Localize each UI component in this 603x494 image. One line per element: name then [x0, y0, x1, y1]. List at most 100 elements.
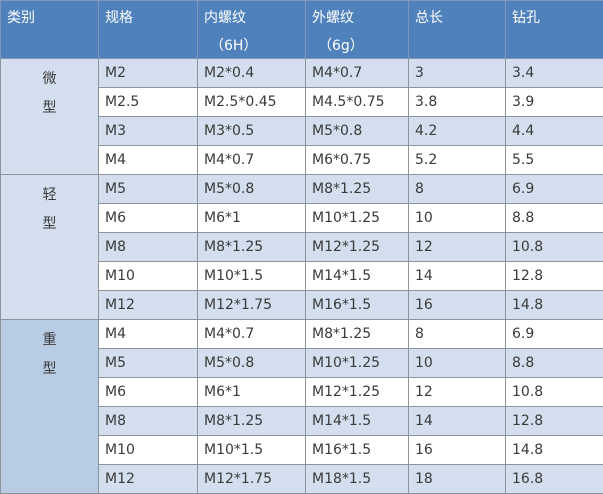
spec-cell: M10 [99, 262, 198, 291]
spec-cell: M4 [99, 146, 198, 175]
spec-cell: M8 [99, 233, 198, 262]
external-thread-cell: M8*1.25 [306, 175, 409, 204]
drill-cell: 6.9 [506, 175, 603, 204]
header-internal-label: 内螺纹 [204, 10, 246, 26]
internal-thread-cell: M10*1.5 [198, 436, 306, 465]
header-external-sub: （6g） [312, 35, 408, 55]
drill-cell: 8.8 [506, 204, 603, 233]
header-row: 类别 规格 内螺纹 （6H） 外螺纹 （6g） 总长 钻孔 [1, 1, 603, 59]
internal-thread-cell: M5*0.8 [198, 175, 306, 204]
drill-cell: 14.8 [506, 291, 603, 320]
external-thread-cell: M18*1.5 [306, 465, 409, 494]
external-thread-cell: M6*0.75 [306, 146, 409, 175]
length-cell: 12 [409, 233, 506, 262]
length-cell: 3.8 [409, 88, 506, 117]
external-thread-cell: M4.5*0.75 [306, 88, 409, 117]
internal-thread-cell: M2.5*0.45 [198, 88, 306, 117]
length-cell: 5.2 [409, 146, 506, 175]
header-drill: 钻孔 [506, 1, 603, 59]
category-cell: 微型 [1, 59, 99, 175]
length-cell: 4.2 [409, 117, 506, 146]
category-char: 微 [1, 65, 98, 94]
drill-cell: 14.8 [506, 436, 603, 465]
length-cell: 3 [409, 59, 506, 88]
length-cell: 8 [409, 320, 506, 349]
spec-cell: M12 [99, 291, 198, 320]
category-cell: 重型 [1, 320, 99, 494]
external-thread-cell: M16*1.5 [306, 436, 409, 465]
internal-thread-cell: M8*1.25 [198, 407, 306, 436]
spec-cell: M4 [99, 320, 198, 349]
length-cell: 18 [409, 465, 506, 494]
drill-cell: 4.4 [506, 117, 603, 146]
spec-cell: M5 [99, 349, 198, 378]
internal-thread-cell: M10*1.5 [198, 262, 306, 291]
internal-thread-cell: M12*1.75 [198, 465, 306, 494]
spec-cell: M3 [99, 117, 198, 146]
external-thread-cell: M5*0.8 [306, 117, 409, 146]
length-cell: 16 [409, 436, 506, 465]
internal-thread-cell: M12*1.75 [198, 291, 306, 320]
external-thread-cell: M10*1.25 [306, 204, 409, 233]
internal-thread-cell: M8*1.25 [198, 233, 306, 262]
header-internal-thread: 内螺纹 （6H） [198, 1, 306, 59]
drill-cell: 16.8 [506, 465, 603, 494]
external-thread-cell: M12*1.25 [306, 233, 409, 262]
spec-cell: M8 [99, 407, 198, 436]
category-char: 型 [1, 94, 98, 123]
spec-cell: M10 [99, 436, 198, 465]
header-external-label: 外螺纹 [312, 10, 354, 26]
spec-cell: M6 [99, 378, 198, 407]
drill-cell: 3.9 [506, 88, 603, 117]
internal-thread-cell: M6*1 [198, 204, 306, 233]
category-char: 型 [1, 210, 98, 239]
length-cell: 10 [409, 204, 506, 233]
header-external-thread: 外螺纹 （6g） [306, 1, 409, 59]
external-thread-cell: M12*1.25 [306, 378, 409, 407]
external-thread-cell: M14*1.5 [306, 262, 409, 291]
drill-cell: 10.8 [506, 233, 603, 262]
internal-thread-cell: M2*0.4 [198, 59, 306, 88]
drill-cell: 12.8 [506, 262, 603, 291]
internal-thread-cell: M3*0.5 [198, 117, 306, 146]
header-length: 总长 [409, 1, 506, 59]
internal-thread-cell: M6*1 [198, 378, 306, 407]
length-cell: 10 [409, 349, 506, 378]
header-category: 类别 [1, 1, 99, 59]
category-cell: 轻型 [1, 175, 99, 320]
external-thread-cell: M14*1.5 [306, 407, 409, 436]
drill-cell: 10.8 [506, 378, 603, 407]
length-cell: 16 [409, 291, 506, 320]
length-cell: 14 [409, 407, 506, 436]
internal-thread-cell: M4*0.7 [198, 146, 306, 175]
external-thread-cell: M4*0.7 [306, 59, 409, 88]
drill-cell: 5.5 [506, 146, 603, 175]
spec-cell: M6 [99, 204, 198, 233]
drill-cell: 8.8 [506, 349, 603, 378]
drill-cell: 3.4 [506, 59, 603, 88]
category-char: 重 [1, 326, 98, 355]
header-internal-sub: （6H） [204, 35, 305, 55]
spec-cell: M2.5 [99, 88, 198, 117]
category-char: 轻 [1, 181, 98, 210]
external-thread-cell: M10*1.25 [306, 349, 409, 378]
spec-cell: M12 [99, 465, 198, 494]
drill-cell: 6.9 [506, 320, 603, 349]
internal-thread-cell: M5*0.8 [198, 349, 306, 378]
length-cell: 8 [409, 175, 506, 204]
length-cell: 14 [409, 262, 506, 291]
spec-cell: M5 [99, 175, 198, 204]
header-spec: 规格 [99, 1, 198, 59]
length-cell: 12 [409, 378, 506, 407]
external-thread-cell: M16*1.5 [306, 291, 409, 320]
spec-cell: M2 [99, 59, 198, 88]
external-thread-cell: M8*1.25 [306, 320, 409, 349]
category-char: 型 [1, 355, 98, 384]
internal-thread-cell: M4*0.7 [198, 320, 306, 349]
drill-cell: 12.8 [506, 407, 603, 436]
